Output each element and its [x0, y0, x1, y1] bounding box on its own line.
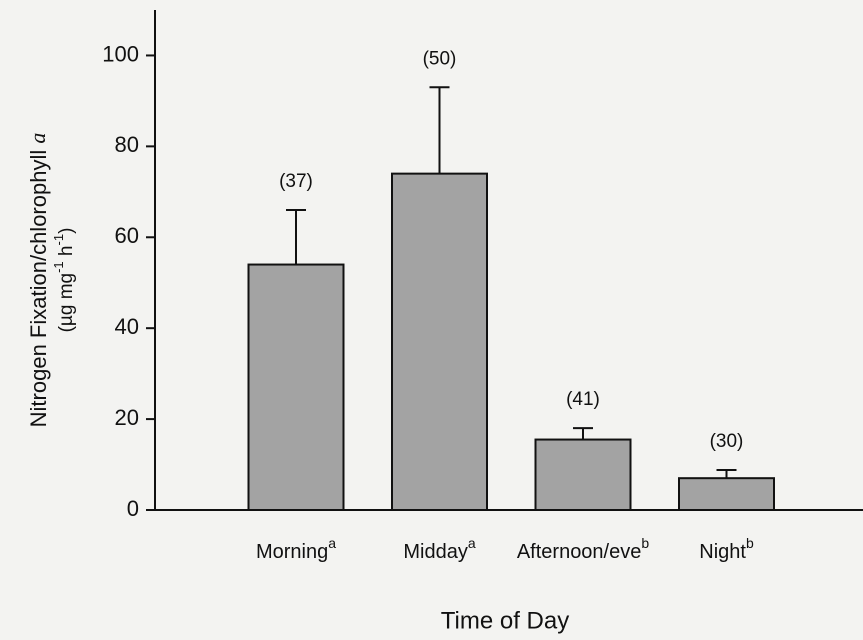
y-axis-title: Nitrogen Fixation/chlorophyll a (µg mg-1… [25, 133, 77, 428]
y-tick-label: 80 [115, 132, 139, 157]
y-tick-label: 0 [127, 496, 139, 521]
sample-size-label: (41) [566, 389, 600, 410]
unit-text: (µg mg [56, 273, 77, 333]
category-superscript: b [746, 535, 754, 551]
x-tick-label: Middaya [403, 535, 475, 564]
bar [534, 438, 632, 511]
unit-text: h [56, 245, 77, 261]
y-tick-label: 100 [102, 41, 139, 66]
y-axis-units: (µg mg-1 h-1) [51, 228, 77, 333]
category-name: Morning [256, 541, 328, 563]
y-tick-label: 40 [115, 314, 139, 339]
bar [391, 172, 488, 512]
category-name: Night [699, 541, 746, 563]
category-name: Afternoon/eve [517, 541, 642, 563]
y-tick-label: 60 [115, 223, 139, 248]
x-tick-label: Afternoon/eveb [517, 535, 650, 564]
bar [247, 263, 345, 511]
bar [678, 477, 775, 512]
category-name: Midday [403, 541, 467, 563]
sample-size-label: (37) [279, 171, 313, 192]
category-superscript: a [468, 535, 476, 551]
y-axis-title-text: Nitrogen Fixation/chlorophyll [26, 150, 51, 428]
y-tick-label: 20 [115, 405, 139, 430]
y-axis-title-line: Nitrogen Fixation/chlorophyll a [25, 133, 51, 428]
sample-size-label: (50) [423, 48, 457, 69]
unit-text: ) [56, 228, 77, 234]
x-tick-label: Morninga [256, 535, 336, 564]
unit-superscript: -1 [51, 234, 66, 246]
unit-superscript: -1 [51, 261, 66, 273]
y-axis-title-italic: a [25, 133, 50, 144]
category-superscript: b [641, 535, 649, 551]
x-axis-title: Time of Day [441, 607, 569, 634]
x-tick-label: Nightb [699, 535, 754, 564]
category-superscript: a [328, 535, 336, 551]
sample-size-label: (30) [710, 431, 744, 452]
